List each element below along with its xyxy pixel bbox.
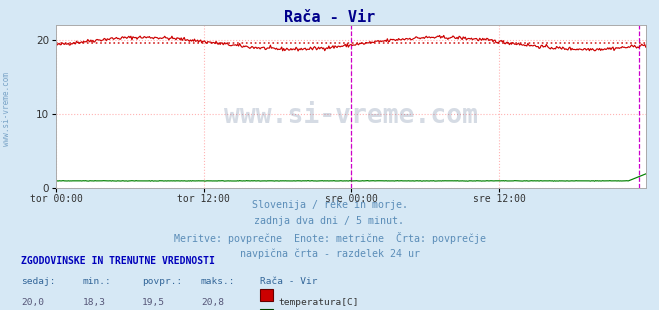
Text: sedaj:: sedaj:	[21, 277, 55, 286]
Text: 20,0: 20,0	[21, 298, 44, 307]
Text: temperatura[C]: temperatura[C]	[278, 298, 358, 307]
Text: min.:: min.:	[82, 277, 111, 286]
Text: navpična črta - razdelek 24 ur: navpična črta - razdelek 24 ur	[239, 248, 420, 259]
Text: Slovenija / reke in morje.: Slovenija / reke in morje.	[252, 200, 407, 210]
Text: zadnja dva dni / 5 minut.: zadnja dva dni / 5 minut.	[254, 216, 405, 226]
Text: 19,5: 19,5	[142, 298, 165, 307]
Text: www.si-vreme.com: www.si-vreme.com	[2, 72, 11, 145]
Text: Rača - Vir: Rača - Vir	[260, 277, 318, 286]
Text: 18,3: 18,3	[82, 298, 105, 307]
Text: ZGODOVINSKE IN TRENUTNE VREDNOSTI: ZGODOVINSKE IN TRENUTNE VREDNOSTI	[21, 256, 215, 266]
Text: Rača - Vir: Rača - Vir	[284, 10, 375, 25]
Text: www.si-vreme.com: www.si-vreme.com	[224, 103, 478, 129]
Text: Meritve: povprečne  Enote: metrične  Črta: povprečje: Meritve: povprečne Enote: metrične Črta:…	[173, 232, 486, 244]
Text: povpr.:: povpr.:	[142, 277, 182, 286]
Text: maks.:: maks.:	[201, 277, 235, 286]
Text: 20,8: 20,8	[201, 298, 224, 307]
